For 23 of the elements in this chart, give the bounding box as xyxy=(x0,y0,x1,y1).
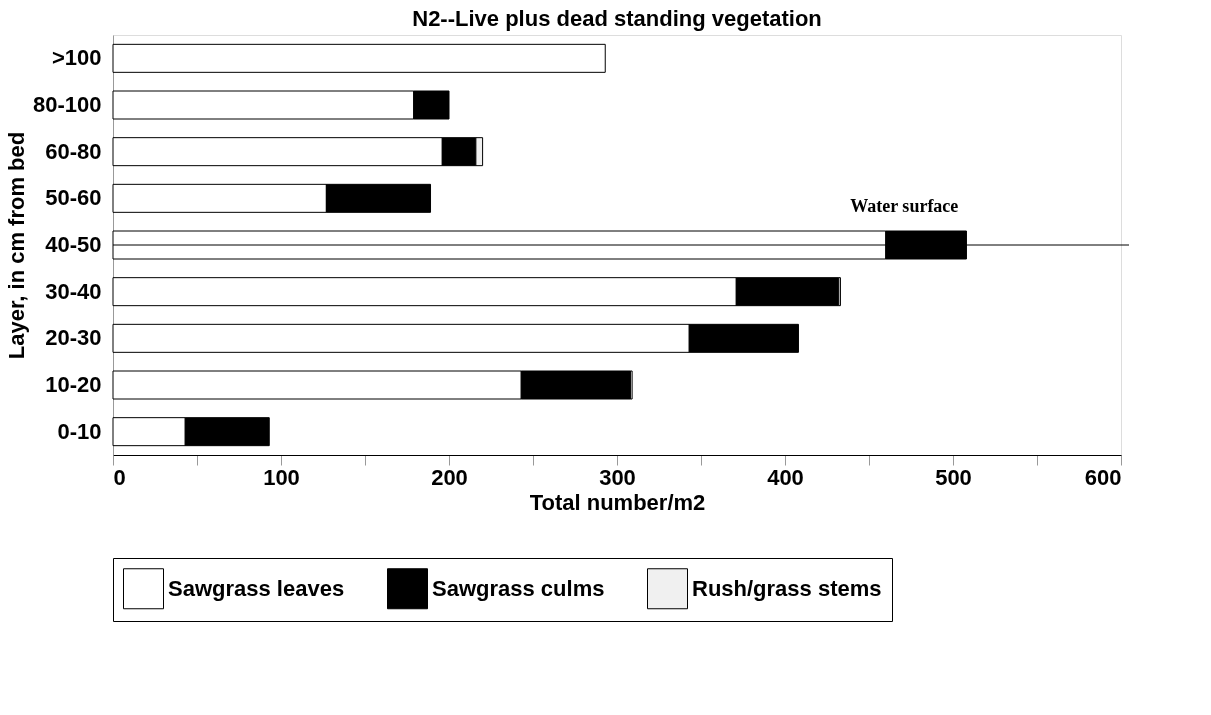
y-tick-label: 60-80 xyxy=(45,138,102,164)
x-tick-label: 400 xyxy=(767,464,804,490)
y-tick-label: 30-40 xyxy=(45,278,102,304)
y-tick-label: >100 xyxy=(51,45,102,71)
x-tick-label: 0 xyxy=(113,464,126,490)
x-tick-label: 200 xyxy=(431,464,468,490)
y-tick-label: 0-10 xyxy=(57,418,102,444)
x-tick-label: 600 xyxy=(1084,464,1122,490)
y-axis-title: Layer, in cm from bed xyxy=(4,131,29,360)
y-tick-label: 50-60 xyxy=(45,185,102,211)
y-tick-label: 10-20 xyxy=(45,372,102,397)
x-tick-label: 300 xyxy=(599,464,636,490)
chart-title: N2--Live plus dead standing vegetation xyxy=(412,6,822,31)
y-tick-label: 20-30 xyxy=(45,325,102,351)
y-tick-label: 80-100 xyxy=(32,92,102,117)
legend-label: Rush/grass stems xyxy=(692,575,882,601)
legend-label: Sawgrass culms xyxy=(432,575,605,601)
legend-label: Sawgrass leaves xyxy=(168,575,345,601)
x-axis-title: Total number/m2 xyxy=(529,489,706,515)
x-tick-label: 500 xyxy=(935,464,972,490)
y-tick-label: 40-50 xyxy=(45,232,102,257)
x-tick-label: 100 xyxy=(263,464,300,490)
ref-line-label: Water surface xyxy=(850,196,959,216)
